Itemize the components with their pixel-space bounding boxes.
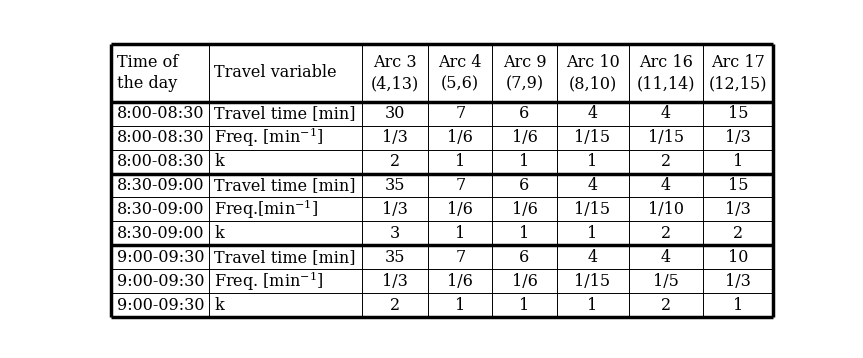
Text: k: k (214, 297, 224, 314)
Text: Arc 10
(8,10): Arc 10 (8,10) (565, 54, 620, 92)
Text: 1/6: 1/6 (512, 273, 538, 290)
Text: Travel time [min]: Travel time [min] (214, 177, 356, 194)
Text: 1: 1 (455, 297, 465, 314)
Text: 8:00-08:30: 8:00-08:30 (117, 153, 204, 170)
Text: 15: 15 (728, 177, 748, 194)
Text: 1/6: 1/6 (447, 273, 473, 290)
Text: 9:00-09:30: 9:00-09:30 (117, 273, 204, 290)
Text: 7: 7 (455, 177, 465, 194)
Text: Arc 4
(5,6): Arc 4 (5,6) (438, 54, 482, 92)
Text: 4: 4 (588, 105, 597, 122)
Text: 1/15: 1/15 (647, 129, 683, 146)
Text: Freq. [min$^{-1}$]: Freq. [min$^{-1}$] (214, 126, 324, 149)
Text: 2: 2 (390, 153, 400, 170)
Text: Arc 16
(11,14): Arc 16 (11,14) (637, 54, 695, 92)
Text: 4: 4 (588, 177, 597, 194)
Text: 1/10: 1/10 (648, 201, 683, 218)
Text: 1: 1 (733, 297, 743, 314)
Text: 2: 2 (661, 153, 671, 170)
Text: 9:00-09:30: 9:00-09:30 (117, 297, 204, 314)
Text: 30: 30 (385, 105, 405, 122)
Text: Time of
the day: Time of the day (117, 54, 178, 92)
Text: 1/6: 1/6 (447, 201, 473, 218)
Text: 4: 4 (588, 249, 597, 266)
Text: 8:00-08:30: 8:00-08:30 (117, 105, 204, 122)
Text: 7: 7 (455, 249, 465, 266)
Text: 8:00-08:30: 8:00-08:30 (117, 129, 204, 146)
Text: Arc 3
(4,13): Arc 3 (4,13) (371, 54, 419, 92)
Text: 6: 6 (520, 105, 530, 122)
Text: 1/15: 1/15 (575, 201, 611, 218)
Text: Travel variable: Travel variable (214, 64, 337, 82)
Text: 2: 2 (390, 297, 400, 314)
Text: 2: 2 (661, 297, 671, 314)
Text: 4: 4 (661, 105, 671, 122)
Text: 2: 2 (733, 225, 743, 242)
Text: 1: 1 (520, 297, 530, 314)
Text: 8:30-09:00: 8:30-09:00 (117, 201, 204, 218)
Text: 1: 1 (733, 153, 743, 170)
Text: 1/6: 1/6 (512, 129, 538, 146)
Text: 35: 35 (385, 249, 406, 266)
Text: Freq.[min$^{-1}$]: Freq.[min$^{-1}$] (214, 198, 318, 221)
Text: 4: 4 (661, 249, 671, 266)
Text: 15: 15 (728, 105, 748, 122)
Text: 1/3: 1/3 (382, 273, 408, 290)
Text: 35: 35 (385, 177, 406, 194)
Text: 3: 3 (390, 225, 400, 242)
Text: 1: 1 (455, 225, 465, 242)
Text: 8:30-09:00: 8:30-09:00 (117, 177, 204, 194)
Text: 2: 2 (661, 225, 671, 242)
Text: Arc 9
(7,9): Arc 9 (7,9) (502, 54, 546, 92)
Text: 1: 1 (588, 297, 598, 314)
Text: 4: 4 (661, 177, 671, 194)
Text: 1/3: 1/3 (725, 129, 751, 146)
Text: 10: 10 (728, 249, 748, 266)
Text: 1/3: 1/3 (382, 201, 408, 218)
Text: 1/15: 1/15 (575, 273, 611, 290)
Text: 7: 7 (455, 105, 465, 122)
Text: 6: 6 (520, 177, 530, 194)
Text: Freq. [min$^{-1}$]: Freq. [min$^{-1}$] (214, 270, 324, 293)
Text: 1: 1 (588, 225, 598, 242)
Text: 1/15: 1/15 (575, 129, 611, 146)
Text: k: k (214, 153, 224, 170)
Text: 1/3: 1/3 (382, 129, 408, 146)
Text: 1: 1 (520, 225, 530, 242)
Text: 1/3: 1/3 (725, 273, 751, 290)
Text: Travel time [min]: Travel time [min] (214, 249, 356, 266)
Text: 1/6: 1/6 (512, 201, 538, 218)
Text: 1: 1 (520, 153, 530, 170)
Text: 1/3: 1/3 (725, 201, 751, 218)
Text: 1: 1 (588, 153, 598, 170)
Text: k: k (214, 225, 224, 242)
Text: 1: 1 (455, 153, 465, 170)
Text: Arc 17
(12,15): Arc 17 (12,15) (709, 54, 767, 92)
Text: 1/5: 1/5 (652, 273, 678, 290)
Text: 1/6: 1/6 (447, 129, 473, 146)
Text: 6: 6 (520, 249, 530, 266)
Text: Travel time [min]: Travel time [min] (214, 105, 356, 122)
Text: 8:30-09:00: 8:30-09:00 (117, 225, 204, 242)
Text: 9:00-09:30: 9:00-09:30 (117, 249, 204, 266)
